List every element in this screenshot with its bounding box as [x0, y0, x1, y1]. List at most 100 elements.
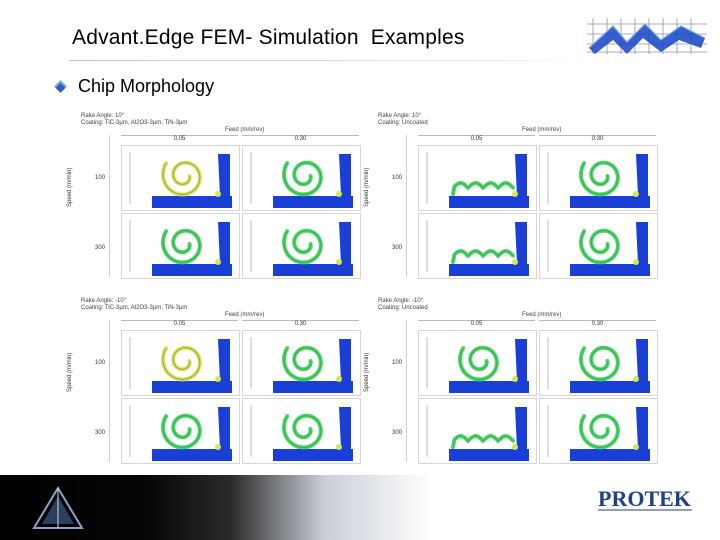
speed-row-label: 300 — [95, 245, 106, 251]
simulation-panel — [242, 213, 361, 279]
speed-axis-label: Speed (m/min) — [364, 167, 370, 207]
speed-row-label: 100 — [95, 175, 106, 181]
workpiece-block — [273, 264, 353, 276]
heat-zone — [512, 191, 518, 197]
chip-outline — [162, 347, 201, 380]
simulation-plot — [250, 152, 353, 208]
quadrant-top-left: Rake Angle: 10° Coating: TiC-3µm, Al2O3-3… — [67, 111, 361, 279]
tool-shape — [339, 407, 351, 449]
tool-shape — [636, 407, 648, 449]
tool-shape — [515, 222, 527, 264]
feed-header: 0.30 — [242, 135, 359, 144]
simulation-panel — [539, 145, 658, 211]
simulation-plot — [129, 152, 232, 208]
chip-outline — [283, 230, 322, 263]
quadrant-top-right: Rake Angle: 10° Coating: Uncoated Feed (mm… — [364, 111, 658, 279]
tool-shape — [339, 154, 351, 196]
chip-outline — [459, 347, 498, 380]
table-divider — [406, 320, 407, 462]
chip-outline — [162, 230, 201, 263]
speed-row-label: 300 — [95, 430, 106, 436]
prism-icon — [32, 486, 84, 529]
heat-zone — [215, 444, 221, 450]
heat-zone — [633, 191, 639, 197]
chip-outline — [162, 162, 201, 195]
tool-shape — [218, 222, 230, 264]
heat-zone — [512, 259, 518, 265]
table-divider — [109, 320, 110, 462]
heat-zone — [512, 376, 518, 382]
heat-zone — [336, 444, 342, 450]
workpiece-block — [152, 381, 232, 393]
chip-shape — [451, 180, 515, 196]
speed-row-label: 100 — [392, 360, 403, 366]
simulation-plot — [547, 405, 650, 461]
speed-row-label: 100 — [392, 175, 403, 181]
simulation-panel — [121, 213, 240, 279]
bullet-text: Chip Morphology — [78, 76, 215, 96]
simulation-panel — [418, 145, 537, 211]
simulation-panel — [121, 330, 240, 396]
slide-title: Advant.Edge FEM- Simulation Examples — [72, 26, 465, 49]
tool-shape — [515, 407, 527, 449]
speed-axis-label: Speed (m/min) — [67, 352, 73, 392]
speed-row-label: 100 — [95, 360, 106, 366]
simulation-panel — [121, 398, 240, 464]
simulation-panel — [539, 330, 658, 396]
coating-label: Coating: Uncoated — [378, 305, 428, 311]
feed-header: 0.30 — [539, 320, 656, 329]
chip-outline — [162, 415, 201, 448]
feed-axis-label: Feed (mm/rev) — [522, 312, 562, 318]
tool-shape — [636, 339, 648, 381]
chip-outline — [580, 415, 619, 448]
chip-outline — [452, 250, 514, 263]
simulation-plot — [129, 220, 232, 276]
table-divider — [109, 135, 110, 277]
simulation-panel — [539, 213, 658, 279]
heat-zone — [633, 444, 639, 450]
coating-label: Coating: Uncoated — [378, 120, 428, 126]
workpiece-block — [449, 196, 529, 208]
feed-header: 0.30 — [539, 135, 656, 144]
tool-shape — [515, 154, 527, 196]
grid-logo-icon — [587, 18, 707, 54]
tool-shape — [339, 222, 351, 264]
workpiece-block — [449, 449, 529, 461]
feed-header: 0.05 — [121, 135, 238, 144]
footer-band — [0, 475, 720, 540]
simulation-plot — [547, 220, 650, 276]
feed-header: 0.30 — [242, 320, 359, 329]
workpiece-block — [273, 449, 353, 461]
simulation-panel — [418, 213, 537, 279]
simulation-plot — [250, 220, 353, 276]
heat-zone — [336, 376, 342, 382]
workpiece-block — [152, 264, 232, 276]
quadrant-bottom-right: Rake Angle: -10° Coating: Uncoated Feed (m… — [364, 296, 658, 464]
simulation-panel — [539, 398, 658, 464]
feed-header: 0.05 — [418, 135, 535, 144]
simulation-panel — [242, 330, 361, 396]
workpiece-block — [449, 381, 529, 393]
simulation-panel — [418, 330, 537, 396]
workpiece-block — [449, 264, 529, 276]
heat-zone — [215, 191, 221, 197]
chip-outline — [283, 162, 322, 195]
tool-shape — [636, 222, 648, 264]
workpiece-block — [152, 196, 232, 208]
workpiece-block — [570, 264, 650, 276]
coating-label: Coating: TiC-3µm, Al2O3-3µm, TiN-3µm — [81, 120, 188, 126]
simulation-panel — [121, 145, 240, 211]
heat-zone — [633, 259, 639, 265]
tool-shape — [218, 154, 230, 196]
workpiece-block — [570, 449, 650, 461]
chip-outline — [283, 347, 322, 380]
rake-angle-label: Rake Angle: 10° — [378, 113, 422, 119]
protek-logo-text: PROTEK — [598, 486, 691, 511]
chip-outline — [452, 182, 514, 195]
simulation-plot — [547, 337, 650, 393]
speed-axis-label: Speed (m/min) — [67, 167, 73, 207]
feed-header: 0.05 — [121, 320, 238, 329]
coating-label: Coating: TiC-3µm, Al2O3-3µm, TiN-3µm — [81, 305, 188, 311]
feed-axis-label: Feed (mm/rev) — [522, 127, 562, 133]
heat-zone — [512, 444, 518, 450]
